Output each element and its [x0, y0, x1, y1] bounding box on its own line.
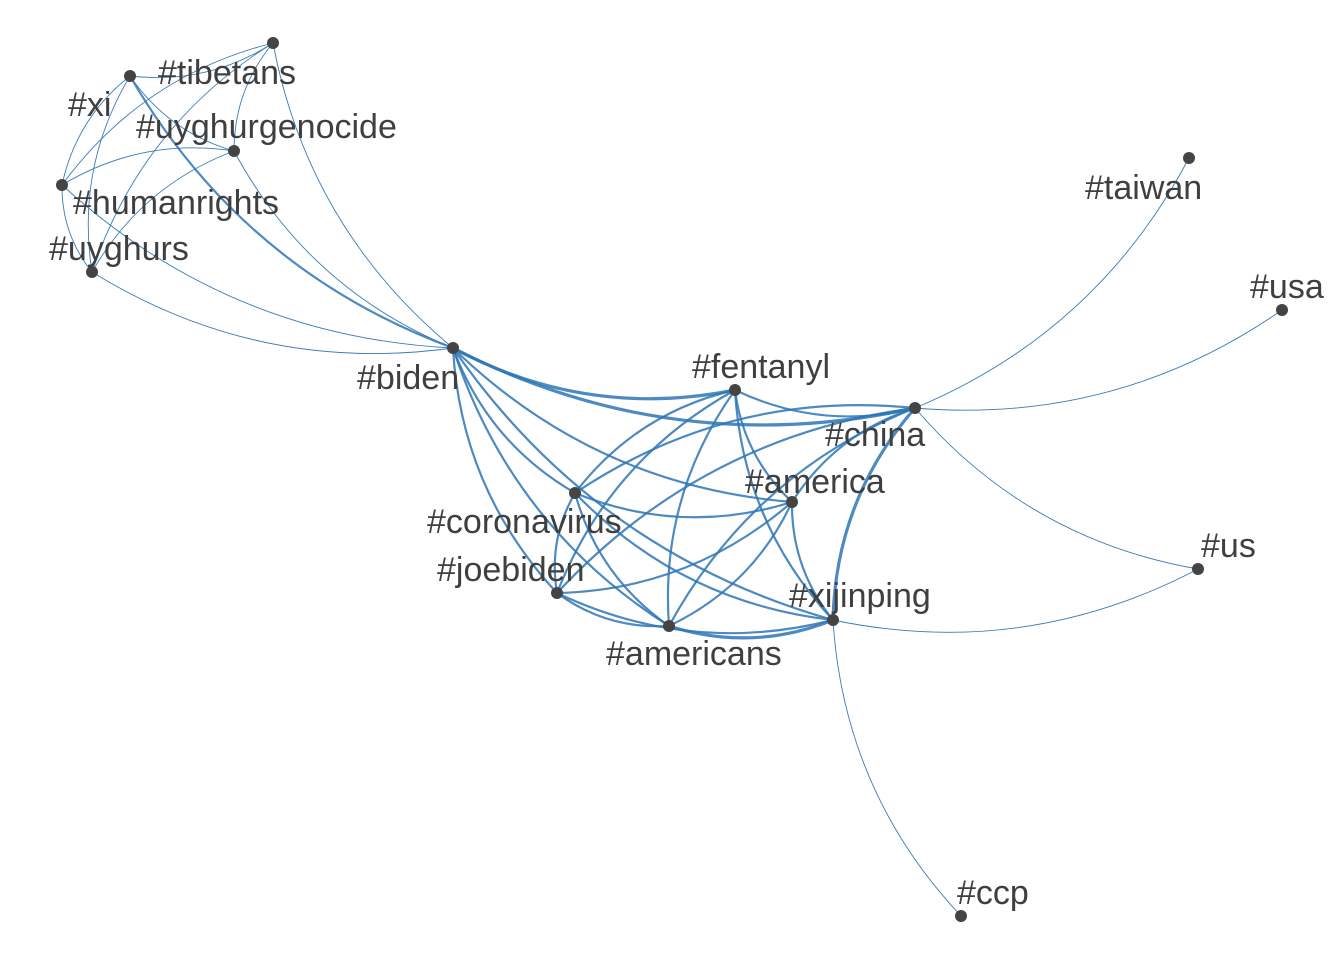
edge-uyghurgenocide-uyghurs	[91, 150, 235, 273]
label-ccp: #ccp	[957, 874, 1029, 912]
edge-xi-uyghurs	[87, 75, 131, 273]
label-usa: #usa	[1250, 268, 1324, 306]
node-xijinping[interactable]	[827, 614, 839, 626]
edge-xi-biden	[129, 75, 454, 350]
label-america: #america	[745, 463, 885, 501]
edge-biden-coronavirus	[451, 347, 576, 494]
edge-china-taiwan	[914, 157, 1190, 409]
node-layer	[56, 37, 1288, 922]
edge-fentanyl-coronavirus	[574, 388, 736, 494]
edge-uyghurs-biden	[91, 271, 454, 355]
node-taiwan[interactable]	[1183, 152, 1195, 164]
edge-xijinping-ccp	[832, 619, 962, 917]
label-biden: #biden	[357, 359, 459, 397]
edge-coronavirus-xijinping	[574, 492, 834, 622]
edge-china-xijinping	[831, 406, 917, 621]
label-americans: #americans	[606, 635, 782, 673]
edge-china-usa	[914, 309, 1283, 411]
node-america[interactable]	[786, 496, 798, 508]
label-uyghurs: #uyghurs	[49, 230, 189, 268]
node-china[interactable]	[909, 402, 921, 414]
edge-americans-xijinping	[668, 618, 834, 640]
edge-uyghurgenocide-biden	[233, 150, 454, 349]
label-joebiden: #joebiden	[437, 551, 584, 589]
edge-america-xijinping	[790, 501, 834, 621]
edge-humanrights-biden	[61, 184, 454, 349]
label-xi: #xi	[68, 86, 111, 124]
edge-xi-tibet_dot	[129, 42, 274, 79]
label-xijinping: #xijinping	[789, 577, 931, 615]
node-uyghurgenocide[interactable]	[228, 145, 240, 157]
label-coronavirus: #coronavirus	[427, 503, 622, 541]
edge-biden-xijinping	[452, 347, 834, 622]
label-us: #us	[1201, 527, 1256, 565]
edge-tibet_dot-uyghurgenocide	[233, 42, 274, 152]
label-taiwan: #taiwan	[1085, 169, 1202, 207]
edge-coronavirus-americans	[573, 492, 670, 627]
edge-xijinping-us	[832, 568, 1199, 633]
node-usa[interactable]	[1276, 304, 1288, 316]
edge-humanrights-uyghurs	[61, 184, 93, 273]
edge-americans-america	[668, 501, 793, 627]
edge-china-us	[914, 407, 1199, 570]
edge-fentanyl-xijinping	[733, 389, 834, 621]
edge-china-coronavirus	[574, 404, 916, 494]
label-layer: #biden #xi #tibetans #uyghurgenocide #hu…	[49, 54, 1324, 912]
edge-biden-americans	[451, 347, 670, 627]
edge-biden-joebiden	[451, 347, 558, 594]
edge-coronavirus-america	[574, 491, 793, 519]
edge-layer	[61, 42, 1283, 917]
edge-tibet_dot-humanrights	[61, 42, 274, 186]
node-joebiden[interactable]	[551, 587, 563, 599]
edge-xi-humanrights	[61, 75, 131, 186]
node-coronavirus[interactable]	[569, 487, 581, 499]
edge-joebiden-america	[556, 501, 793, 595]
edge-fentanyl-americans	[666, 389, 736, 627]
edge-china-america	[791, 406, 916, 503]
edge-fentanyl-china	[734, 389, 916, 418]
edge-tibet_dot-biden	[272, 42, 454, 349]
label-tibetans: #tibetans	[158, 54, 296, 92]
edge-fentanyl-joebiden	[555, 389, 736, 594]
label-china: #china	[825, 416, 925, 454]
edge-coronavirus-joebiden	[553, 492, 576, 594]
label-humanrights: #humanrights	[73, 184, 279, 222]
edge-uyghurgenocide-humanrights	[61, 147, 235, 186]
label-fentanyl: #fentanyl	[692, 348, 830, 386]
node-xi[interactable]	[124, 70, 136, 82]
edge-xi-uyghurgenocide	[129, 75, 235, 152]
node-uyghurs[interactable]	[86, 266, 98, 278]
label-uyghurgenocide: #uyghurgenocide	[136, 108, 397, 146]
node-ccp[interactable]	[955, 910, 967, 922]
node-us[interactable]	[1192, 563, 1204, 575]
edge-tibet_dot-uyghurs	[91, 42, 274, 273]
node-tibet-dot[interactable]	[267, 37, 279, 49]
edge-biden-china	[452, 346, 916, 427]
node-humanrights[interactable]	[56, 179, 68, 191]
edge-china-joebiden	[556, 406, 916, 594]
node-biden[interactable]	[447, 342, 459, 354]
edge-joebiden-americans	[556, 592, 670, 628]
node-americans[interactable]	[663, 620, 675, 632]
node-fentanyl[interactable]	[729, 384, 741, 396]
